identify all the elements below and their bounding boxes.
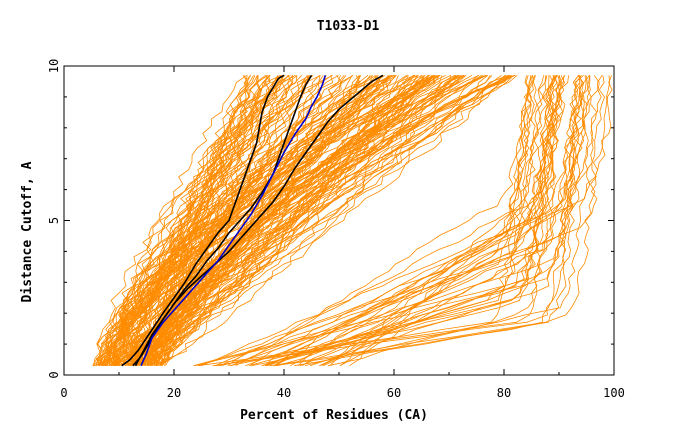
y-tick-label: 0 [47, 371, 61, 378]
model-curve [261, 75, 557, 367]
model-curve [230, 75, 613, 367]
model-curve [98, 75, 378, 366]
y-axis-label: Distance Cutoff, A [20, 161, 35, 302]
y-axis: 0 5 10 [47, 59, 614, 379]
model-curve [116, 74, 286, 366]
model-curve [137, 75, 451, 367]
model-curve [267, 74, 584, 367]
model-curve [120, 74, 479, 366]
model-curve [290, 75, 532, 367]
model-curve [114, 74, 513, 367]
model-curve [154, 74, 436, 366]
black-series-line [134, 74, 384, 367]
model-curve [275, 75, 536, 367]
model-curve [114, 75, 373, 366]
model-curve [319, 75, 554, 367]
model-curve [229, 75, 558, 367]
model-curve [130, 74, 333, 366]
model-curve [108, 74, 247, 366]
model-curve [309, 75, 582, 367]
orange-series-group [92, 74, 613, 367]
model-curve [96, 75, 282, 366]
x-tick-label: 100 [603, 386, 625, 400]
model-curve [273, 75, 535, 367]
model-curve [108, 74, 354, 366]
model-curve [220, 75, 590, 367]
model-curve [108, 75, 284, 367]
model-curve [101, 74, 441, 366]
chart-title: T1033-D1 [317, 19, 380, 34]
highlight-series-group [121, 74, 384, 367]
model-curve [339, 75, 560, 367]
x-tick-label: 20 [167, 386, 181, 400]
model-curve [104, 74, 321, 367]
x-tick-label: 40 [277, 386, 291, 400]
x-tick-label: 80 [497, 386, 511, 400]
x-tick-label: 60 [387, 386, 401, 400]
model-curve [227, 75, 569, 367]
y-tick-label: 10 [47, 59, 61, 73]
model-curve [155, 74, 414, 367]
model-curve [304, 75, 600, 367]
model-curve [146, 74, 509, 367]
model-curve [248, 75, 538, 367]
x-axis: 0 20 40 60 80 100 [60, 66, 625, 400]
model-curve [235, 75, 532, 367]
x-axis-label: Percent of Residues (CA) [240, 408, 428, 423]
x-tick-label: 0 [60, 386, 67, 400]
model-curve [156, 75, 293, 366]
model-curve [197, 75, 591, 367]
model-curve [339, 75, 548, 367]
model-curve [131, 75, 324, 366]
model-curve [136, 75, 256, 366]
model-curve [95, 74, 282, 366]
model-curve [269, 75, 605, 367]
model-curve [264, 75, 550, 367]
model-curve [320, 75, 611, 367]
blue-series-line [140, 75, 327, 367]
model-curve [266, 75, 558, 367]
black-series-line [121, 74, 285, 367]
y-tick-label: 5 [47, 217, 61, 224]
model-curve [163, 75, 428, 366]
model-curve [134, 75, 419, 367]
model-curve [298, 75, 560, 366]
model-curve [100, 74, 460, 366]
model-curve [215, 75, 545, 367]
model-curve [125, 75, 409, 366]
model-curve [329, 75, 603, 366]
model-curve [249, 75, 565, 367]
model-curve [114, 74, 516, 366]
model-curve [104, 75, 271, 366]
model-curve [125, 75, 383, 366]
model-curve [111, 75, 259, 366]
model-curve [273, 75, 581, 367]
model-curve [129, 74, 518, 367]
model-curve [327, 75, 566, 367]
model-curve [198, 75, 563, 367]
model-curve [200, 75, 587, 367]
model-curve [212, 75, 583, 367]
model-curve [150, 74, 482, 366]
model-curve [108, 74, 290, 366]
model-curve [155, 75, 461, 367]
model-curve [92, 74, 298, 367]
model-curve [98, 75, 383, 366]
